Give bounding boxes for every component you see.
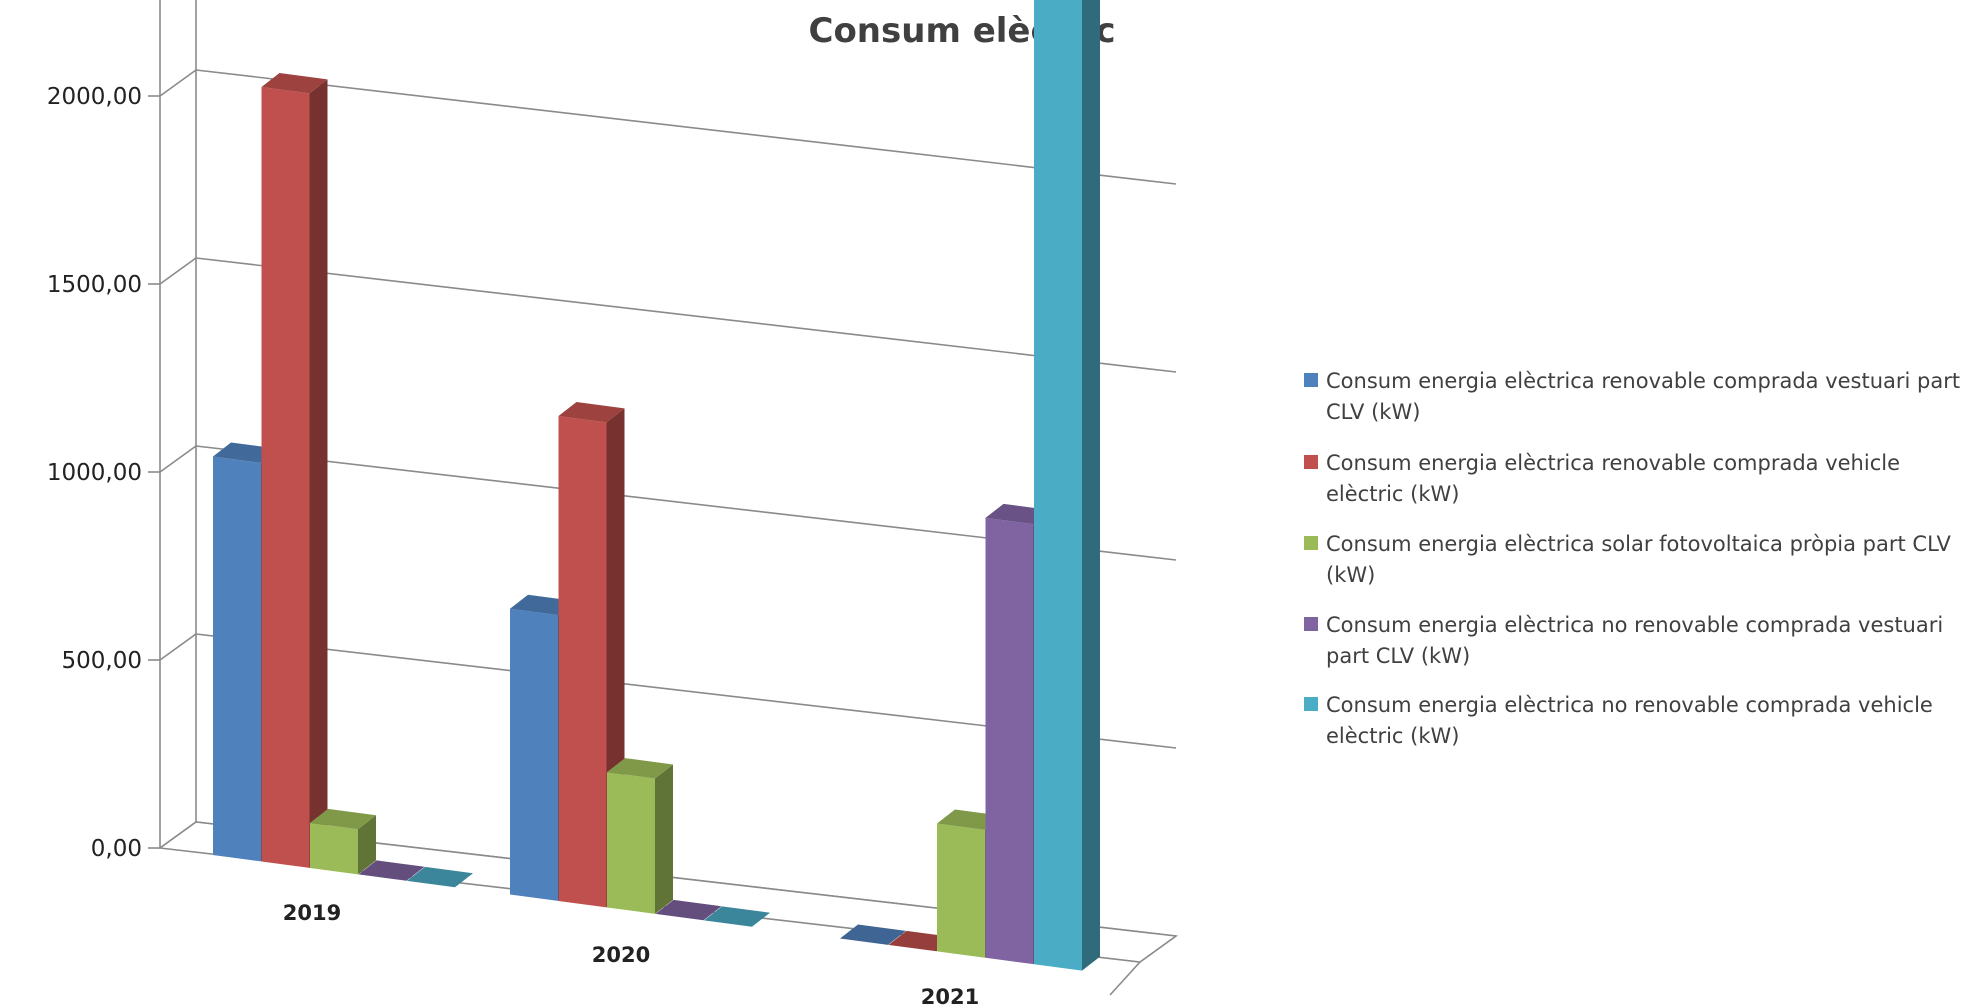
bar xyxy=(840,924,906,945)
bar xyxy=(358,860,425,881)
bar-front xyxy=(510,608,558,901)
bar-front xyxy=(607,772,655,914)
bar-side xyxy=(1082,0,1100,971)
x-category-label: 2019 xyxy=(283,901,341,925)
floor-edge xyxy=(1109,961,1141,996)
y-tick-label: 1000,00 xyxy=(47,460,142,486)
bar-top xyxy=(840,924,906,945)
bar xyxy=(655,899,722,921)
y-tick-label: 0,00 xyxy=(91,836,142,862)
bar xyxy=(607,758,673,914)
legend-item: Consum energia elèctrica renovable compr… xyxy=(1304,451,1900,506)
legend: Consum energia elèctrica renovable compr… xyxy=(1304,369,1960,748)
bar-front xyxy=(937,823,985,958)
bar-top xyxy=(558,401,625,423)
gridline-side xyxy=(159,445,197,473)
legend-swatch xyxy=(1304,617,1318,631)
bar-top xyxy=(407,866,473,888)
gridline xyxy=(195,257,1177,373)
legend-swatch xyxy=(1304,697,1318,711)
legend-label: elèctric (kW) xyxy=(1326,724,1459,748)
axes xyxy=(159,0,197,848)
bar xyxy=(261,72,328,868)
legend-label: Consum energia elèctrica no renovable co… xyxy=(1326,693,1933,717)
bar-top xyxy=(358,860,425,881)
bar xyxy=(310,808,376,875)
x-category-label: 2021 xyxy=(921,985,979,1008)
legend-label: part CLV (kW) xyxy=(1326,644,1470,668)
bar-front xyxy=(261,86,310,868)
y-tick-label: 500,00 xyxy=(62,648,142,674)
legend-label: Consum energia elèctrica renovable compr… xyxy=(1326,369,1960,393)
x-category-label: 2020 xyxy=(592,943,650,967)
y-tick-label: 2000,00 xyxy=(47,84,142,110)
bar-front xyxy=(558,415,607,908)
bar-side xyxy=(655,764,673,914)
bar xyxy=(704,906,770,927)
bar-top xyxy=(704,906,770,927)
bar-top xyxy=(655,899,722,921)
bar-top xyxy=(310,808,376,830)
y-tick-label: 1500,00 xyxy=(47,272,142,298)
bar-front xyxy=(213,456,261,862)
legend-label: Consum energia elèctrica no renovable co… xyxy=(1326,613,1943,637)
bar-top xyxy=(261,72,328,94)
bar-front xyxy=(985,517,1034,965)
bar-front xyxy=(1034,0,1082,971)
legend-swatch xyxy=(1304,455,1318,469)
gridline xyxy=(195,69,1177,185)
legend-item: Consum energia elèctrica solar fotovolta… xyxy=(1304,532,1951,587)
bar-top xyxy=(607,758,673,779)
bar-side xyxy=(358,815,376,875)
legend-item: Consum energia elèctrica no renovable co… xyxy=(1304,693,1933,748)
legend-swatch xyxy=(1304,373,1318,387)
bar-side xyxy=(309,79,328,868)
bar xyxy=(407,866,473,888)
legend-label: CLV (kW) xyxy=(1326,400,1420,424)
bar xyxy=(1034,0,1100,971)
gridline-side xyxy=(159,69,197,97)
bar-front xyxy=(310,822,358,875)
x-axis-categories: 2019 2020 2021 xyxy=(283,901,979,1008)
legend-swatch xyxy=(1304,536,1318,550)
bars xyxy=(213,0,1100,971)
legend-label: Consum energia elèctrica solar fotovolta… xyxy=(1326,532,1951,556)
y-axis-ticks: 0,00500,001000,001500,002000,002500,0030… xyxy=(47,84,160,862)
legend-label: elèctric (kW) xyxy=(1326,482,1459,506)
gridline-side xyxy=(159,633,197,661)
legend-label: Consum energia elèctrica renovable compr… xyxy=(1326,451,1900,475)
legend-label: (kW) xyxy=(1326,563,1375,587)
legend-item: Consum energia elèctrica no renovable co… xyxy=(1304,613,1943,668)
gridline-side xyxy=(159,257,197,285)
legend-item: Consum energia elèctrica renovable compr… xyxy=(1304,369,1960,424)
